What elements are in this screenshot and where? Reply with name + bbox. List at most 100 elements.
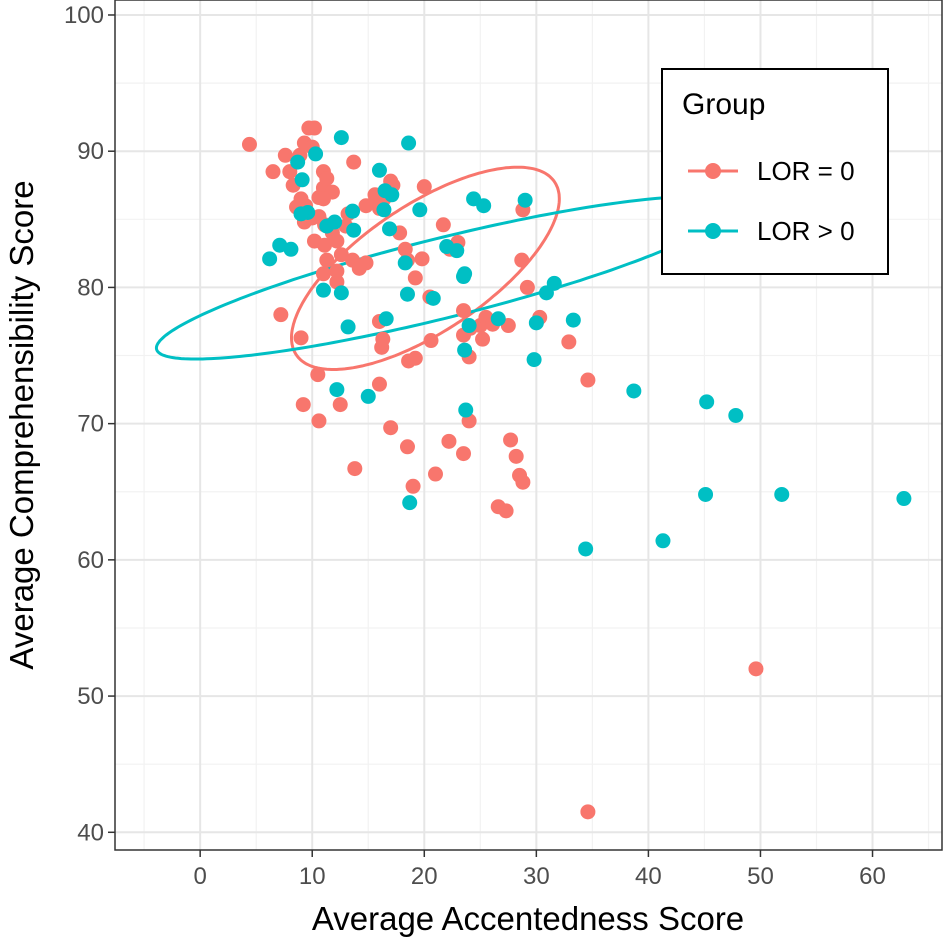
point-lor-positive: [517, 192, 533, 208]
point-lor-positive: [382, 221, 398, 237]
point-lor-zero: [319, 252, 335, 268]
x-tick-labels: 0 10 20 30 40 50 60: [193, 863, 885, 890]
point-lor-positive: [327, 214, 343, 230]
point-lor-zero: [514, 252, 530, 268]
legend-items: LOR = 0 LOR > 0: [688, 156, 855, 246]
point-lor-zero: [405, 478, 421, 494]
point-lor-positive: [308, 146, 324, 162]
point-lor-positive: [476, 198, 492, 214]
x-tick-label: 50: [747, 863, 774, 890]
y-tick-labels: 40 50 60 70 80 90 100: [64, 2, 104, 846]
point-lor-zero: [414, 251, 430, 267]
point-lor-positive: [345, 203, 361, 219]
point-lor-zero: [273, 307, 289, 323]
point-lor-positive: [449, 243, 465, 259]
point-lor-positive: [698, 486, 714, 502]
point-lor-positive: [333, 285, 349, 301]
point-lor-positive: [329, 382, 345, 398]
point-lor-zero: [748, 661, 764, 677]
point-lor-zero: [519, 279, 535, 295]
point-lor-positive: [371, 162, 387, 178]
point-lor-positive: [655, 533, 671, 549]
point-lor-positive: [774, 486, 790, 502]
y-tick-label: 90: [77, 138, 104, 165]
point-lor-zero: [427, 466, 443, 482]
panel-border: [114, 0, 943, 851]
point-lor-zero: [311, 413, 327, 429]
x-tick-label: 40: [635, 863, 662, 890]
point-lor-zero: [295, 397, 311, 413]
point-lor-zero: [358, 255, 374, 271]
point-lor-positive: [283, 241, 299, 257]
point-lor-positive: [290, 154, 306, 170]
legend-key-point: [705, 223, 721, 239]
point-lor-positive: [293, 206, 309, 222]
point-lor-zero: [375, 331, 391, 347]
y-tick-label: 50: [77, 683, 104, 710]
y-axis-title: Average Comprehensibility Score: [3, 180, 40, 669]
point-lor-zero: [241, 136, 257, 152]
point-lor-positive: [262, 251, 278, 267]
point-lor-positive: [490, 311, 506, 327]
point-lor-zero: [315, 191, 331, 207]
point-lor-zero: [371, 376, 387, 392]
point-lor-positive: [546, 275, 562, 291]
point-lor-zero: [329, 263, 345, 279]
point-lor-zero: [580, 372, 596, 388]
point-lor-positive: [626, 383, 642, 399]
point-lor-zero: [580, 804, 596, 820]
point-lor-zero: [397, 241, 413, 257]
point-lor-positive: [346, 222, 362, 238]
x-tick-label: 20: [411, 863, 438, 890]
x-tick-label: 10: [299, 863, 326, 890]
point-lor-zero: [277, 147, 293, 163]
point-lor-positive: [294, 172, 310, 188]
x-axis-title: Average Accentedness Score: [312, 900, 744, 937]
point-lor-positive: [528, 315, 544, 331]
y-tick-label: 100: [64, 2, 104, 29]
point-lor-positive: [896, 491, 912, 507]
point-lor-positive: [457, 342, 473, 358]
point-lor-zero: [332, 397, 348, 413]
point-lor-zero: [399, 439, 415, 455]
point-lor-zero: [346, 154, 362, 170]
data-points: [241, 120, 912, 820]
legend-title: Group: [682, 88, 765, 121]
y-tick-label: 70: [77, 411, 104, 438]
point-lor-zero: [508, 448, 524, 464]
point-lor-positive: [425, 290, 441, 306]
point-lor-zero: [347, 461, 363, 477]
point-lor-positive: [378, 311, 394, 327]
ellipse-lor-0: [290, 165, 561, 371]
point-lor-positive: [376, 202, 392, 218]
point-lor-zero: [315, 266, 331, 282]
point-lor-positive: [456, 269, 472, 285]
point-lor-positive: [401, 135, 417, 151]
point-lor-positive: [399, 286, 415, 302]
minor-gridlines: [115, 0, 942, 850]
point-lor-zero: [456, 303, 472, 319]
y-tick-label: 60: [77, 547, 104, 574]
point-lor-zero: [423, 333, 439, 349]
x-tick-label: 30: [523, 863, 550, 890]
point-lor-positive: [397, 255, 413, 271]
point-lor-positive: [384, 187, 400, 203]
legend-label: LOR = 0: [757, 156, 855, 186]
point-lor-positive: [526, 352, 542, 368]
point-lor-positive: [402, 495, 418, 511]
point-lor-zero: [515, 474, 531, 490]
point-lor-zero: [475, 331, 491, 347]
point-lor-positive: [461, 318, 477, 334]
point-lor-zero: [306, 120, 322, 136]
point-lor-positive: [412, 202, 428, 218]
point-lor-zero: [456, 446, 472, 462]
point-lor-zero: [310, 367, 326, 383]
point-lor-positive: [340, 319, 356, 335]
point-lor-zero: [265, 164, 281, 180]
x-tick-label: 0: [193, 863, 206, 890]
point-lor-positive: [728, 407, 744, 423]
point-lor-zero: [435, 217, 451, 233]
point-lor-positive: [333, 130, 349, 146]
legend-label: LOR > 0: [757, 216, 855, 246]
